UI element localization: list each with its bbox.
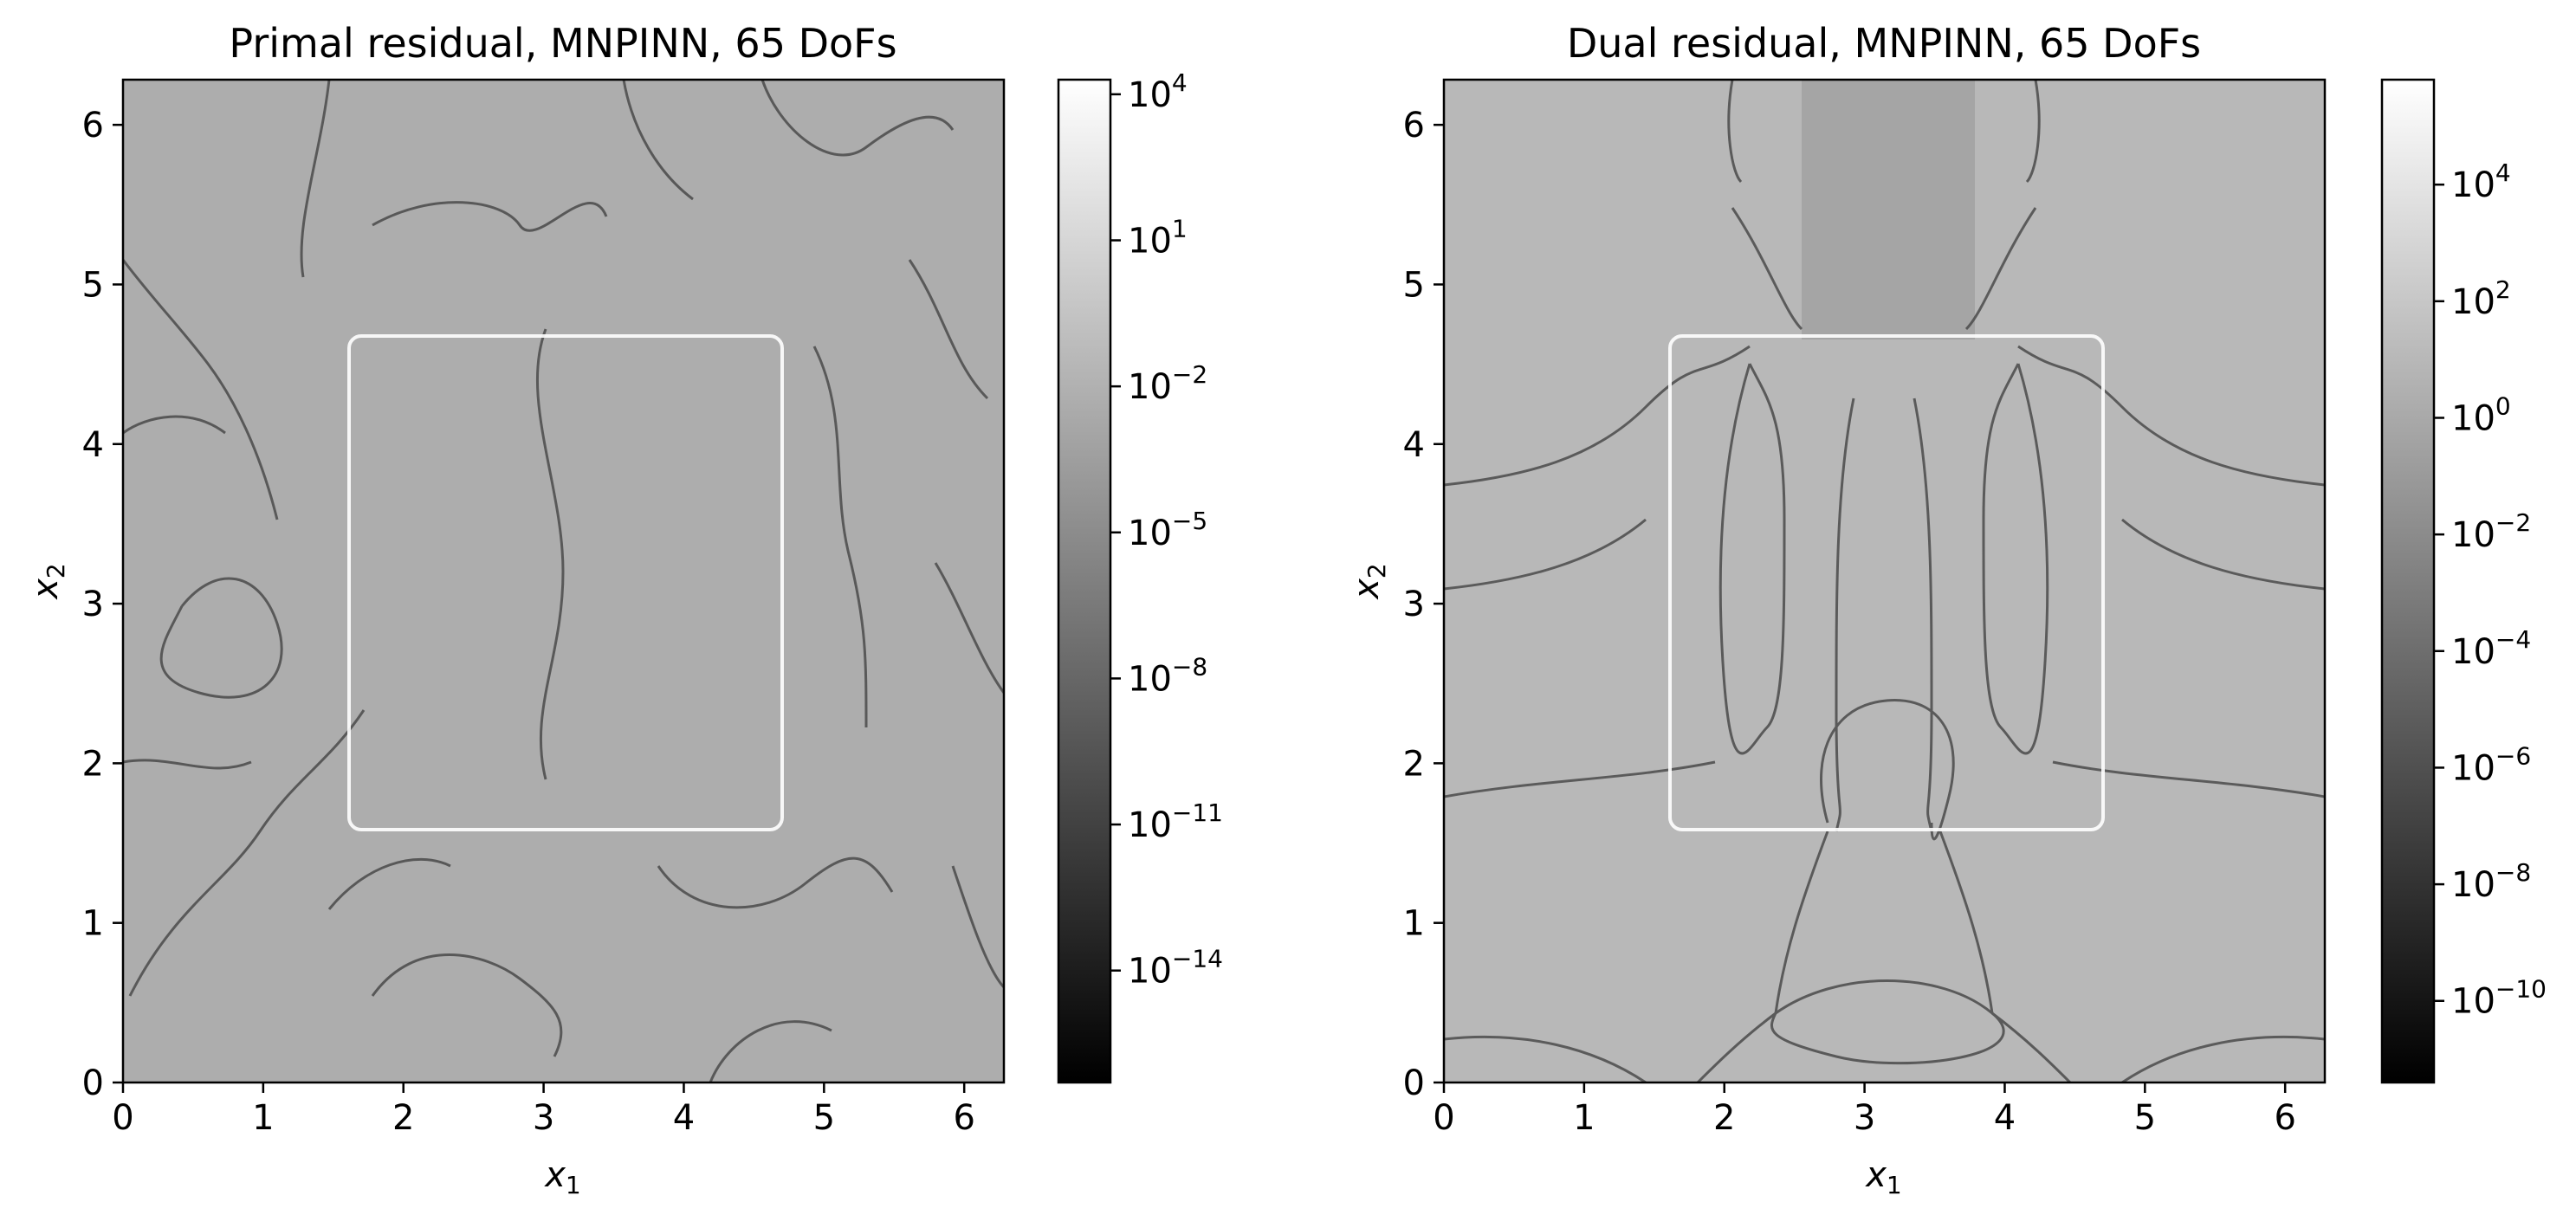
primal-colorbar-ticks: 104 101 10−2 10−5 10−8 10−11 10−14 [1110,68,1223,992]
primal-colorbar-tick-label: 10−2 [1128,360,1207,407]
dual-residual-panel: Dual residual, MNPINN, 65 DoFs [1347,20,2547,1199]
primal-x-tick-label: 3 [533,1098,554,1138]
dual-colorbar-tick-label: 10−10 [2451,975,2547,1022]
dual-x-tick-label: 0 [1433,1098,1454,1138]
primal-x-tick-label: 6 [953,1098,974,1138]
dual-x-axis-label: x1 [1864,1155,1902,1199]
dual-colorbar-tick-label: 100 [2451,391,2511,438]
primal-colorbar-tick-label: 10−14 [1128,945,1223,992]
primal-y-tick-label: 4 [82,425,104,465]
primal-x-tick-label: 5 [813,1098,835,1138]
primal-residual-panel: Primal residual, MNPINN, 65 DoFs [26,20,1223,1199]
dual-colorbar-tick-label: 10−8 [2451,858,2531,905]
primal-plot-frame [121,78,1006,1084]
primal-heatmap [123,80,1004,1083]
primal-x-axis-label: x1 [543,1155,581,1199]
primal-y-tick-label: 6 [82,106,104,145]
primal-colorbar: 104 101 10−2 10−5 10−8 10−11 10−14 [1057,68,1223,1084]
dual-colorbar-tick-label: 102 [2451,275,2511,322]
dual-plot-frame [1442,78,2327,1084]
primal-x-tick-label: 0 [112,1098,133,1138]
primal-y-tick-label: 3 [82,585,104,624]
dual-colorbar-tick-label: 10−6 [2451,741,2531,788]
dual-x-tick-label: 1 [1573,1098,1595,1138]
dual-y-tick-label: 1 [1403,904,1425,944]
dual-y-tick-label: 0 [1403,1063,1425,1103]
dual-inner-box [1668,334,2105,831]
primal-y-tick-label: 0 [82,1063,104,1103]
dual-colorbar-tick-label: 10−2 [2451,508,2531,555]
dual-x-tick-label: 6 [2274,1098,2295,1138]
dual-chart-title: Dual residual, MNPINN, 65 DoFs [1567,20,2201,67]
dual-x-ticks: 0 1 2 3 4 5 6 [1433,1083,2296,1138]
primal-y-ticks: 0 1 2 3 4 5 6 [82,106,123,1103]
primal-colorbar-tick-label: 10−5 [1128,507,1207,553]
dual-y-tick-label: 4 [1403,425,1425,465]
dual-x-tick-label: 2 [1713,1098,1735,1138]
dual-y-tick-label: 5 [1403,265,1425,305]
dual-y-ticks: 0 1 2 3 4 5 6 [1403,106,1444,1103]
primal-x-ticks: 0 1 2 3 4 5 6 [112,1083,975,1138]
primal-inner-box [347,334,784,831]
primal-x-tick-label: 4 [673,1098,695,1138]
dual-colorbar: 104 102 100 10−2 10−4 10−6 10−8 10−10 [2380,78,2547,1084]
dual-colorbar-ticks: 104 102 100 10−2 10−4 10−6 10−8 10−10 [2434,158,2547,1022]
dual-y-tick-label: 6 [1403,106,1425,145]
dual-y-tick-label: 3 [1403,585,1425,624]
dual-colorbar-tick-label: 104 [2451,158,2511,205]
primal-chart-title: Primal residual, MNPINN, 65 DoFs [229,20,896,67]
primal-y-tick-label: 1 [82,904,104,944]
primal-colorbar-tick-label: 10−8 [1128,652,1207,699]
primal-y-tick-label: 5 [82,265,104,305]
primal-y-tick-label: 2 [82,744,104,784]
primal-colorbar-tick-label: 104 [1128,68,1188,115]
primal-x-tick-label: 1 [252,1098,274,1138]
primal-colorbar-tick-label: 10−11 [1128,798,1223,845]
dual-y-tick-label: 2 [1403,744,1425,784]
primal-colorbar-tick-label: 101 [1128,215,1188,262]
dual-heatmap [1444,80,2325,1083]
dual-colorbar-tick-label: 10−4 [2451,625,2531,672]
dual-y-axis-label: x2 [1347,563,1391,601]
dual-x-tick-label: 5 [2134,1098,2156,1138]
primal-y-axis-label: x2 [26,563,70,601]
primal-x-tick-label: 2 [392,1098,414,1138]
dual-x-tick-label: 3 [1854,1098,1875,1138]
dual-x-tick-label: 4 [1994,1098,2016,1138]
